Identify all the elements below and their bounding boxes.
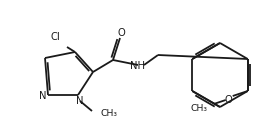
Text: Cl: Cl (50, 32, 60, 42)
Text: CH₃: CH₃ (100, 109, 117, 118)
Text: O: O (225, 95, 233, 105)
Text: N: N (76, 96, 84, 106)
Text: O: O (117, 28, 125, 38)
Text: NH: NH (130, 61, 144, 71)
Text: CH₃: CH₃ (191, 103, 208, 113)
Text: N: N (39, 91, 47, 101)
